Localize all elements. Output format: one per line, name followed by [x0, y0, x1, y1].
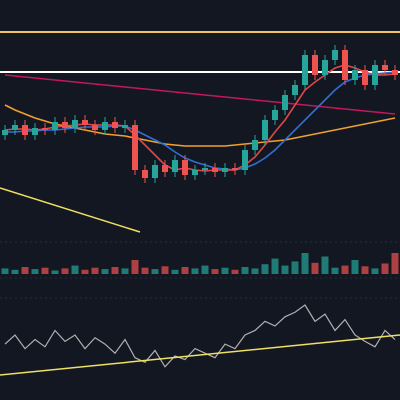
candle-body: [52, 122, 58, 130]
volume-bar: [201, 265, 209, 274]
volume-bar: [261, 264, 269, 274]
candle-body: [292, 85, 298, 95]
candle-body: [102, 122, 108, 130]
candle-body: [12, 125, 18, 130]
volume-bar: [31, 269, 39, 274]
candle-body: [132, 125, 138, 170]
volume-bar: [371, 268, 379, 274]
volume-bar: [331, 267, 339, 274]
candle-body: [382, 65, 388, 70]
volume-bar: [111, 267, 119, 274]
volume-bar: [301, 253, 309, 274]
volume-bar: [391, 253, 399, 274]
candle-body: [82, 120, 88, 125]
candle-body: [342, 50, 348, 80]
candle-body: [122, 125, 128, 128]
volume-bar: [211, 269, 219, 274]
moving-average: [4, 74, 396, 115]
volume-bar: [251, 268, 259, 274]
candle-body: [332, 50, 338, 60]
volume-bar: [61, 268, 69, 274]
candle-body: [62, 122, 68, 128]
volume-bar: [181, 267, 189, 274]
candle-body: [362, 70, 368, 85]
volume-bar: [241, 267, 249, 274]
candle-body: [32, 128, 38, 135]
volume-bar: [161, 266, 169, 274]
candle-body: [72, 120, 78, 128]
volume-bar: [121, 268, 129, 274]
volume-bar: [171, 269, 179, 274]
candle-body: [182, 160, 188, 175]
volume-bar: [81, 269, 89, 274]
moving-average: [4, 64, 396, 172]
candle-body: [2, 130, 8, 135]
volume-bar: [281, 265, 289, 274]
candle-body: [112, 122, 118, 128]
oscillator-line: [4, 304, 396, 368]
volume-bar: [1, 268, 9, 274]
volume-bar: [101, 269, 109, 274]
volume-bar: [271, 258, 279, 274]
candle-body: [252, 140, 258, 150]
volume-bar: [381, 263, 389, 274]
trend-line: [0, 187, 141, 233]
candle-body: [212, 168, 218, 172]
volume-bar: [131, 260, 139, 274]
volume-bar: [191, 268, 199, 274]
volume-bar: [11, 269, 19, 274]
volume-bar: [311, 262, 319, 274]
volume-bar: [21, 267, 29, 274]
candle-body: [312, 55, 318, 75]
candle-body: [22, 125, 28, 135]
volume-bar: [291, 261, 299, 274]
volume-bar: [51, 270, 59, 274]
volume-bar: [231, 269, 239, 274]
candle-body: [262, 120, 268, 140]
candle-body: [162, 165, 168, 172]
candle-body: [242, 150, 248, 170]
moving-average: [5, 71, 396, 171]
candle-body: [192, 170, 198, 175]
volume-bar: [91, 267, 99, 274]
candle-body: [152, 165, 158, 178]
volume-bar: [41, 267, 49, 274]
volume-bar: [341, 265, 349, 274]
candle-body: [172, 160, 178, 172]
candle-body: [202, 168, 208, 170]
candle-body: [42, 128, 48, 130]
trend-line: [0, 334, 400, 376]
volume-bar: [141, 267, 149, 274]
volume-bar: [151, 269, 159, 274]
candle-body: [272, 110, 278, 120]
candle-body: [322, 60, 328, 75]
candle-body: [232, 168, 238, 170]
volume-bar: [321, 256, 329, 274]
candle-body: [352, 70, 358, 80]
moving-average: [4, 104, 396, 147]
candle-body: [142, 170, 148, 178]
volume-bar: [361, 266, 369, 274]
volume-bar: [221, 267, 229, 274]
candle-body: [222, 168, 228, 172]
candle-body: [392, 70, 398, 75]
candle-body: [282, 95, 288, 110]
candle-body: [302, 55, 308, 85]
volume-bar: [71, 265, 79, 274]
candle-body: [372, 65, 378, 85]
candle-body: [92, 125, 98, 130]
volume-bar: [351, 260, 359, 274]
